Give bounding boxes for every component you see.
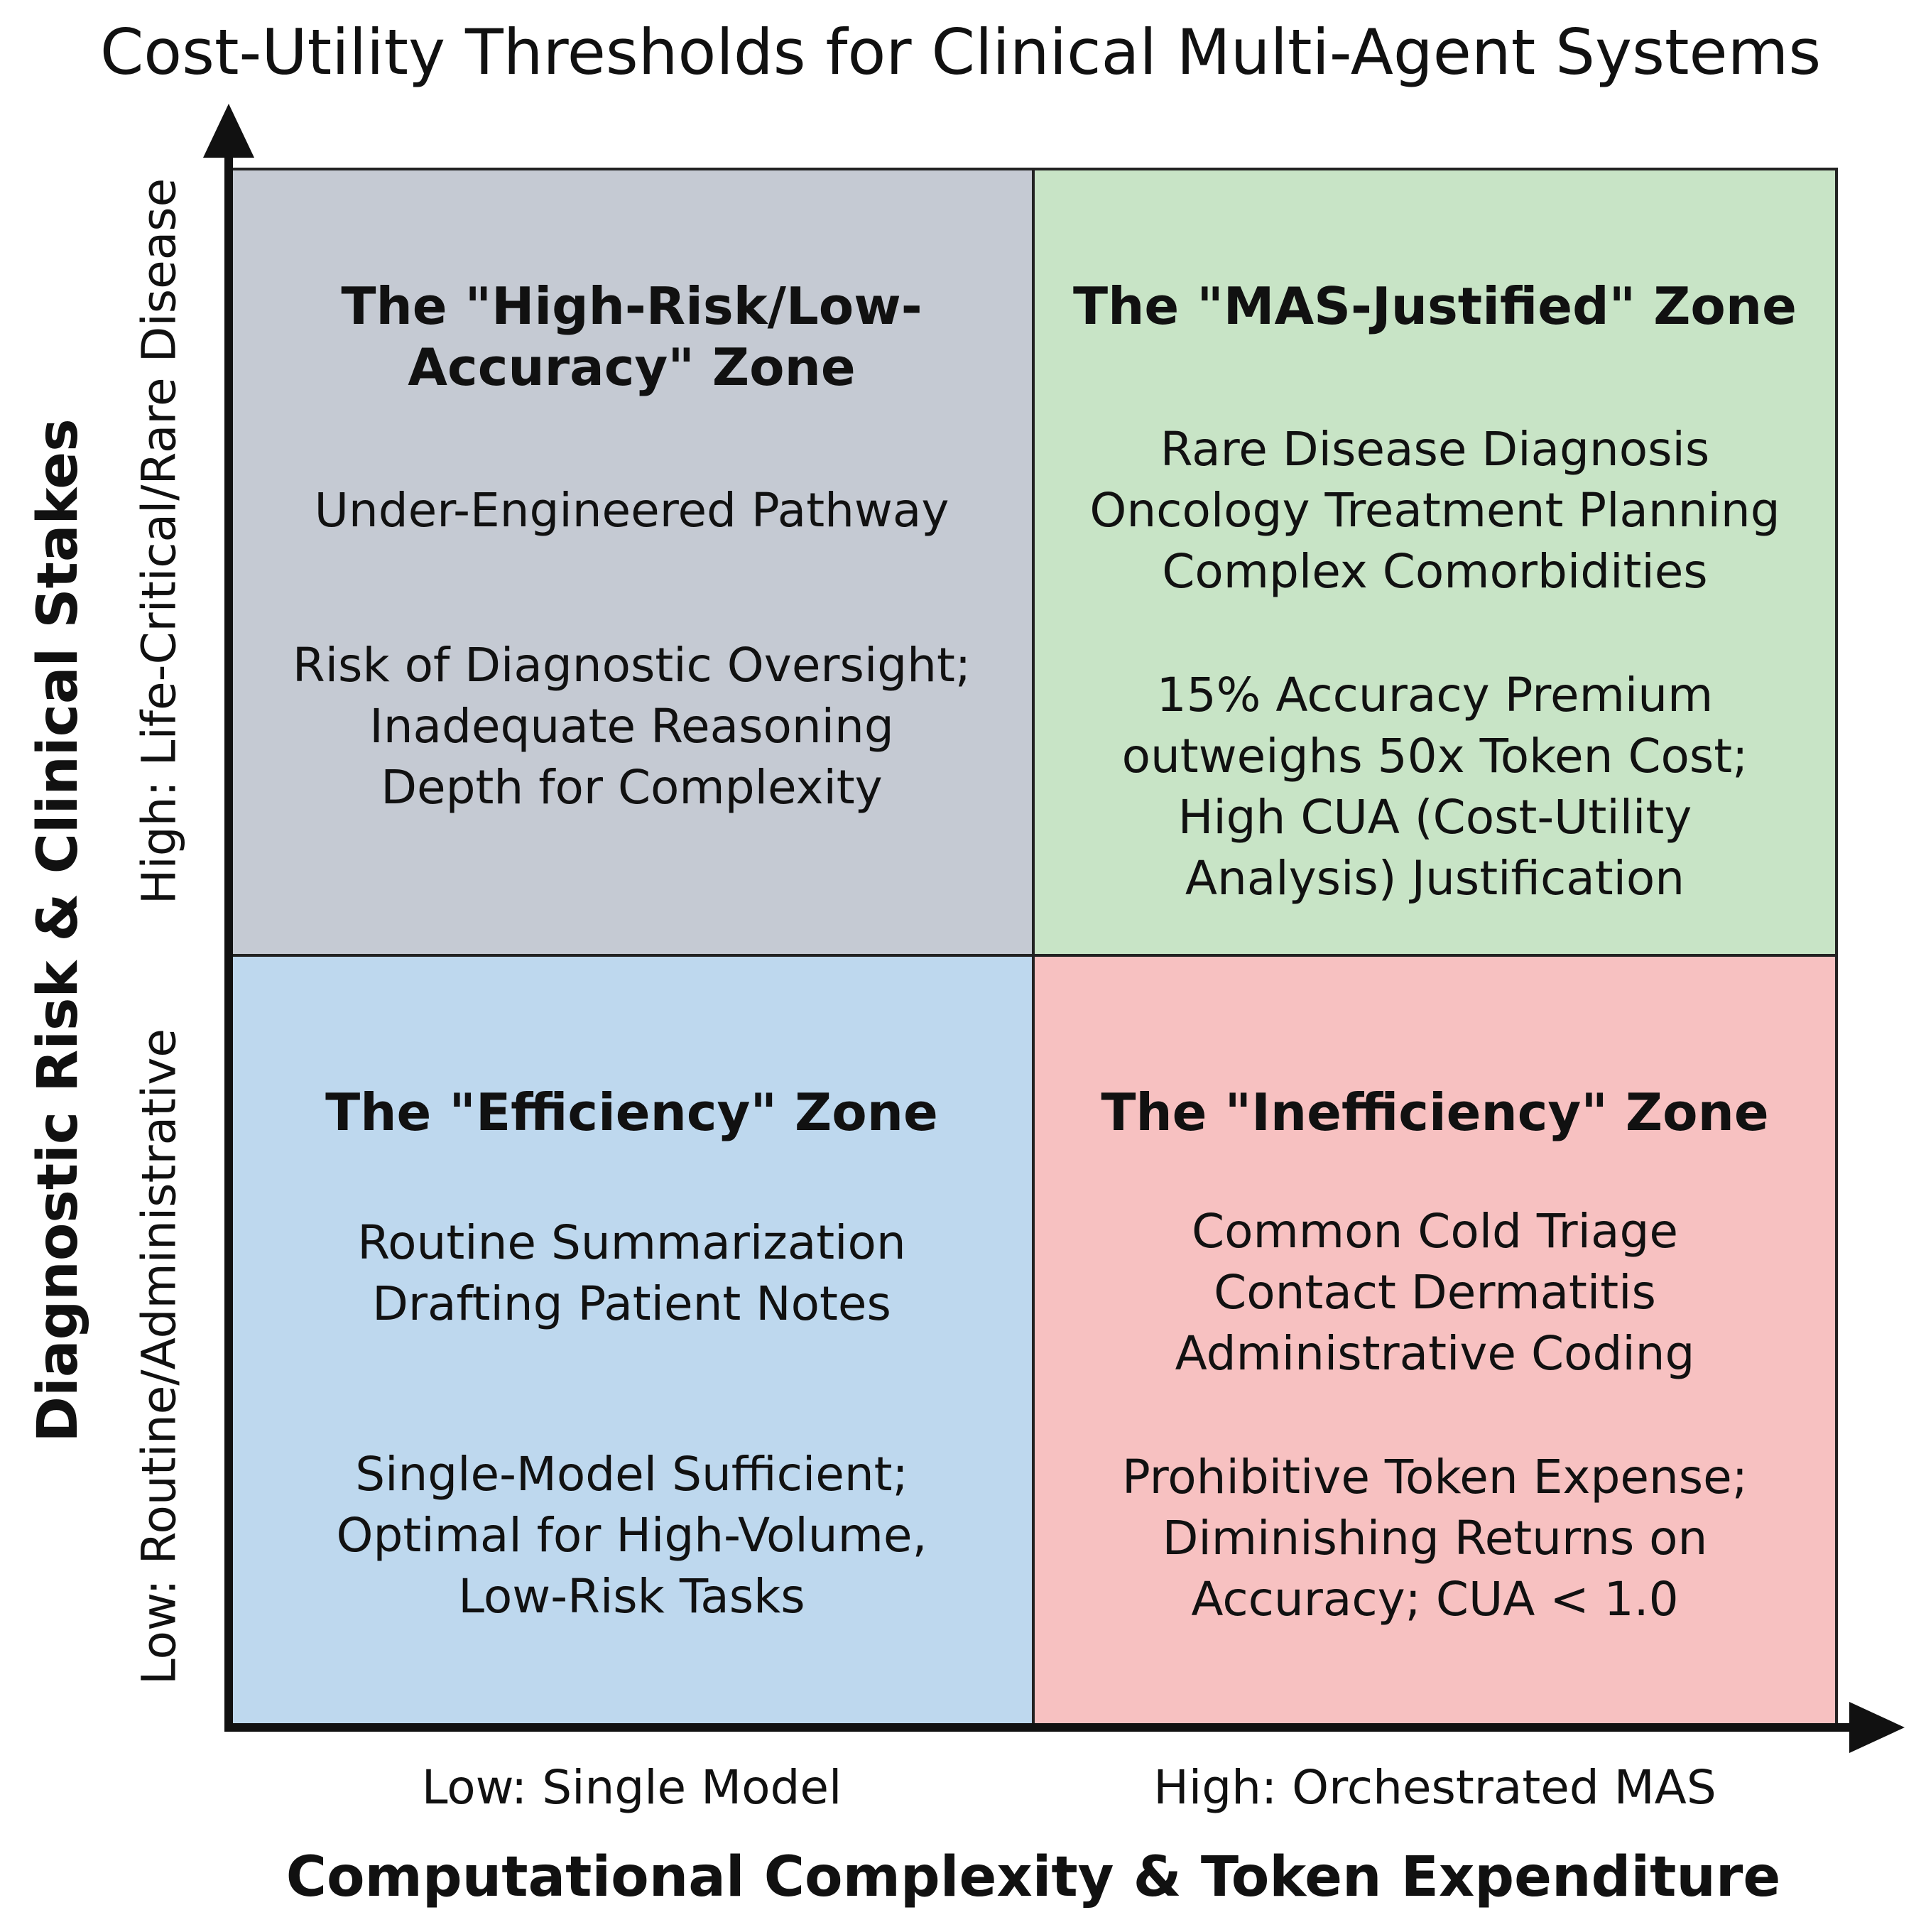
x-axis-high-label: High: Orchestrated MAS: [1153, 1760, 1716, 1815]
quadrant-efficiency: The "Efficiency" Zone Routine Summarizat…: [229, 954, 1035, 1727]
quadrant-note-line2: Diminishing Returns on: [1162, 1511, 1708, 1565]
y-axis-arrowhead: [203, 104, 254, 158]
x-axis-low-label: Low: Single Model: [421, 1760, 842, 1815]
x-axis-title: Computational Complexity & Token Expendi…: [285, 1845, 1781, 1909]
quadrant-example1: Rare Disease Diagnosis: [1160, 422, 1710, 477]
quadrant-note-line2: Optimal for High-Volume,: [336, 1508, 927, 1563]
quadrant-example2: Oncology Treatment Planning: [1089, 483, 1780, 538]
quadrant-note-line4: Analysis) Justification: [1185, 851, 1685, 906]
quadrant-inefficiency: The "Inefficiency" Zone Common Cold Tria…: [1032, 954, 1838, 1727]
quadrant-note-line1: Risk of Diagnostic Oversight;: [292, 638, 972, 693]
quadrant-note-line2: outweighs 50x Token Cost;: [1121, 729, 1748, 783]
chart-title: Cost-Utility Thresholds for Clinical Mul…: [99, 16, 1822, 89]
quadrant-title: The "Efficiency" Zone: [325, 1082, 938, 1142]
x-axis-arrowhead: [1849, 1702, 1905, 1753]
quadrant-example1: Routine Summarization: [357, 1215, 906, 1270]
quadrant-note-line3: Accuracy; CUA < 1.0: [1191, 1572, 1679, 1627]
quadrant-example3: Complex Comorbidities: [1162, 544, 1708, 599]
y-axis-low-label: Low: Routine/Administrative: [131, 1029, 187, 1685]
quadrant-title-line2: Accuracy" Zone: [408, 337, 856, 397]
quadrant-note-line3: Low-Risk Tasks: [458, 1569, 805, 1624]
quadrant-subtitle: Under-Engineered Pathway: [314, 483, 949, 538]
y-axis-title: Diagnostic Risk & Clinical Stakes: [26, 418, 90, 1443]
y-axis-high-label: High: Life-Critical/Rare Disease: [131, 178, 187, 905]
quadrant-title: The "MAS-Justified" Zone: [1073, 276, 1797, 336]
quadrant-example2: Drafting Patient Notes: [372, 1276, 891, 1331]
quadrant-note-line1: Prohibitive Token Expense;: [1121, 1450, 1748, 1504]
quadrant-note-line3: High CUA (Cost-Utility: [1177, 790, 1692, 845]
quadrant-example2: Contact Dermatitis: [1214, 1265, 1656, 1320]
quadrant-title: The "Inefficiency" Zone: [1101, 1082, 1769, 1142]
quadrant-example1: Common Cold Triage: [1192, 1204, 1678, 1259]
quadrant-note-line1: 15% Accuracy Premium: [1156, 668, 1714, 722]
quadrant-note-line2: Inadequate Reasoning: [369, 699, 894, 754]
quadrant-title-line1: The "High-Risk/Low-: [341, 276, 923, 336]
quadrant-high-risk-low-accuracy: The "High-Risk/Low- Accuracy" Zone Under…: [229, 168, 1035, 957]
quadrant-example3: Administrative Coding: [1175, 1326, 1695, 1381]
quadrant-note-line1: Single-Model Sufficient;: [355, 1447, 908, 1502]
quadrant-note-line3: Depth for Complexity: [381, 760, 883, 815]
quadrant-mas-justified: The "MAS-Justified" Zone Rare Disease Di…: [1032, 168, 1838, 957]
